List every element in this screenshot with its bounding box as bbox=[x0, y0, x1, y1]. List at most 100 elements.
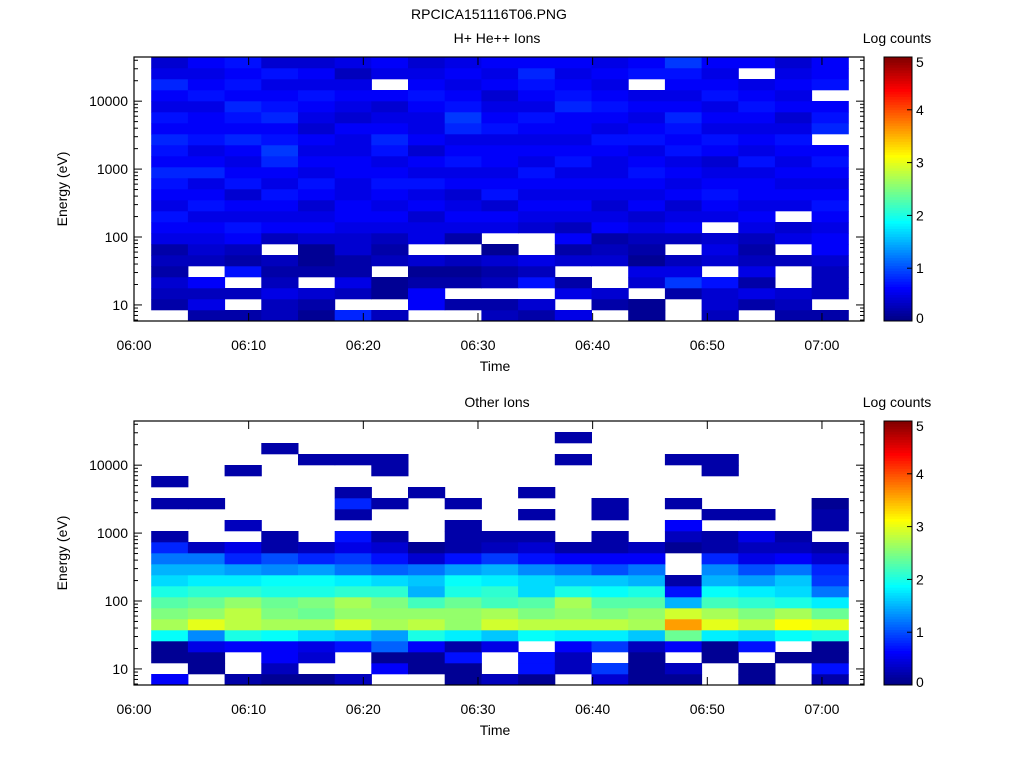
heatmap-cell bbox=[298, 134, 336, 146]
colorbar-swatch bbox=[884, 130, 912, 134]
colorbar-swatch bbox=[884, 671, 912, 675]
heatmap-cell bbox=[664, 178, 703, 190]
heatmap-cell bbox=[738, 79, 776, 91]
heatmap-cell bbox=[408, 167, 446, 179]
colorbar-swatch bbox=[884, 215, 912, 219]
heatmap-cell bbox=[554, 211, 592, 223]
heatmap-cell bbox=[187, 90, 226, 102]
heatmap-cell bbox=[811, 509, 849, 521]
heatmap-cell bbox=[408, 575, 446, 587]
colorbar-swatch bbox=[884, 178, 912, 182]
heatmap-cell bbox=[151, 608, 189, 620]
heatmap-cell bbox=[518, 178, 556, 190]
heatmap-cell bbox=[261, 134, 299, 146]
heatmap-cell bbox=[481, 575, 519, 587]
heatmap-cell bbox=[334, 79, 372, 91]
colorbar-swatch bbox=[884, 492, 912, 496]
heatmap-cell bbox=[664, 586, 703, 598]
heatmap-cell bbox=[187, 156, 226, 168]
colorbar-swatch bbox=[884, 141, 912, 145]
heatmap-cell bbox=[261, 211, 299, 223]
heatmap-cell bbox=[591, 498, 629, 510]
heatmap-cell bbox=[224, 619, 262, 631]
heatmap-cell bbox=[701, 542, 739, 554]
heatmap-cell bbox=[187, 619, 226, 631]
heatmap-cell bbox=[664, 123, 703, 135]
colorbar-swatch bbox=[884, 196, 912, 200]
heatmap-cell bbox=[224, 465, 262, 477]
heatmap-cell bbox=[444, 57, 482, 69]
heatmap-cell bbox=[738, 156, 776, 168]
heatmap-cell bbox=[334, 288, 372, 300]
heatmap-cell bbox=[187, 288, 226, 300]
colorbar-swatch bbox=[884, 128, 912, 132]
heatmap-cell bbox=[774, 630, 813, 642]
heatmap-cell bbox=[591, 288, 629, 300]
colorbar-swatch bbox=[884, 78, 912, 82]
heatmap-cell bbox=[738, 178, 776, 190]
heatmap-cell bbox=[261, 101, 299, 113]
colorbar-swatch bbox=[884, 117, 912, 121]
heatmap-cell bbox=[261, 630, 299, 642]
heatmap-cell bbox=[774, 553, 813, 565]
colorbar-swatch bbox=[884, 204, 912, 208]
heatmap-cell bbox=[187, 145, 226, 157]
heatmap-cell bbox=[628, 299, 666, 311]
heatmap-cell bbox=[518, 189, 556, 201]
heatmap-cell bbox=[554, 575, 592, 587]
heatmap-cell bbox=[701, 145, 739, 157]
heatmap-cell bbox=[408, 178, 446, 190]
heatmap-cell bbox=[408, 641, 446, 653]
heatmap-cell bbox=[261, 156, 299, 168]
colorbar-swatch bbox=[884, 228, 912, 232]
heatmap-cell bbox=[774, 233, 813, 245]
heatmap-cell bbox=[811, 520, 849, 532]
heatmap-cell bbox=[591, 531, 629, 543]
heatmap-cell bbox=[408, 211, 446, 223]
heatmap-cell bbox=[554, 630, 592, 642]
heatmap-cell bbox=[811, 553, 849, 565]
heatmap-cell bbox=[554, 112, 592, 124]
heatmap-cell bbox=[481, 90, 519, 102]
heatmap-cell bbox=[701, 134, 739, 146]
colorbar-swatch bbox=[884, 434, 912, 438]
heatmap-cell bbox=[811, 57, 849, 69]
x-axis-label: Time bbox=[480, 722, 511, 738]
heatmap-cell bbox=[187, 244, 226, 256]
heatmap-cell bbox=[591, 222, 629, 234]
heatmap-cell bbox=[408, 597, 446, 609]
heatmap-cell bbox=[151, 156, 189, 168]
heatmap-cell bbox=[151, 178, 189, 190]
heatmap-cell bbox=[371, 608, 409, 620]
heatmap-cell bbox=[224, 586, 262, 598]
heatmap-cell bbox=[628, 222, 666, 234]
heatmap-cell bbox=[738, 134, 776, 146]
colorbar-swatch bbox=[884, 497, 912, 501]
colorbar-tick-label: 4 bbox=[916, 466, 924, 482]
heatmap-cell bbox=[554, 553, 592, 565]
heatmap-cell bbox=[224, 288, 262, 300]
heatmap-cell bbox=[224, 542, 262, 554]
colorbar-swatch bbox=[884, 663, 912, 667]
heatmap-cell bbox=[298, 619, 336, 631]
colorbar-frame bbox=[883, 56, 913, 322]
heatmap-cell bbox=[334, 123, 372, 135]
colorbar-swatch bbox=[884, 210, 912, 214]
heatmap-cell bbox=[518, 255, 556, 267]
heatmap-cell bbox=[187, 134, 226, 146]
heatmap-cell bbox=[591, 178, 629, 190]
colorbar-swatch bbox=[884, 154, 912, 158]
heatmap-cell bbox=[261, 277, 299, 289]
colorbar-swatch bbox=[884, 72, 912, 76]
heatmap-cell bbox=[591, 156, 629, 168]
heatmap-cell bbox=[444, 608, 482, 620]
heatmap-cell bbox=[738, 211, 776, 223]
heatmap-cell bbox=[591, 663, 629, 675]
heatmap-cell bbox=[518, 310, 556, 322]
heatmap-cell bbox=[738, 509, 776, 521]
heatmap-cell bbox=[628, 189, 666, 201]
colorbar-swatch bbox=[884, 431, 912, 435]
heatmap-cell bbox=[628, 663, 666, 675]
heatmap-cell bbox=[811, 266, 849, 278]
